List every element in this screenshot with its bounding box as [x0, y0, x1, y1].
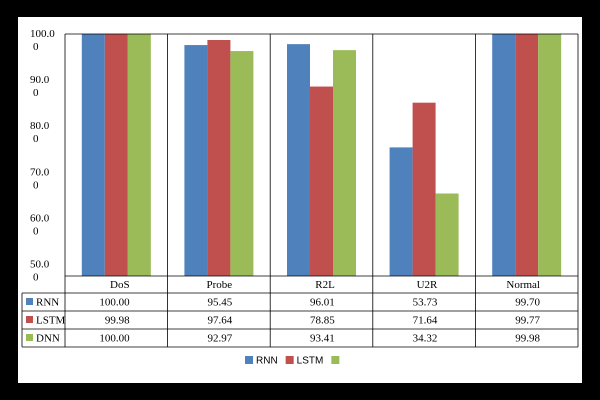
- table-cell: 78.85: [310, 315, 335, 327]
- table-cell: 92.97: [207, 333, 232, 345]
- table-row-label: RNN: [36, 297, 59, 309]
- table-cell: 71.64: [413, 315, 438, 327]
- table-cell: 99.98: [105, 315, 130, 327]
- bar: [184, 45, 208, 276]
- legend-key: [331, 356, 340, 364]
- table-cell: 100.00: [99, 297, 130, 309]
- bar: [287, 44, 310, 276]
- y-tick-label: 90.0 0: [30, 74, 50, 99]
- x-tick-label: DoS: [110, 279, 130, 291]
- bar: [515, 34, 539, 276]
- table-legend-key: [26, 298, 33, 305]
- bar: [538, 34, 562, 276]
- table-cell: 93.41: [310, 333, 335, 345]
- table-cell: 53.73: [413, 297, 438, 309]
- legend-key: [285, 356, 294, 364]
- bar: [207, 39, 231, 276]
- y-tick-label: 100.0 0: [30, 28, 55, 53]
- table-cell: 100.00: [99, 333, 130, 345]
- table-cell: 34.32: [413, 333, 438, 345]
- y-tick-label: 50.0 0: [30, 258, 50, 283]
- bar: [127, 34, 151, 276]
- bar: [333, 50, 356, 277]
- x-tick-label: R2L: [315, 279, 335, 291]
- table-row-label: DNN: [36, 333, 60, 345]
- table-cell: 96.01: [310, 297, 335, 309]
- bar: [310, 86, 333, 276]
- table-cell: 99.70: [515, 297, 540, 309]
- y-tick-label: 60.0 0: [30, 212, 50, 237]
- bar: [81, 34, 105, 276]
- x-tick-label: Probe: [207, 279, 233, 291]
- legend-label: RNN: [256, 356, 278, 367]
- y-tick-label: 70.0 0: [30, 166, 50, 191]
- x-tick-label: U2R: [417, 279, 438, 291]
- table-legend-key: [26, 316, 33, 323]
- x-tick-label: Normal: [506, 279, 540, 291]
- bar: [104, 34, 128, 276]
- bar: [492, 34, 516, 276]
- table-cell: 99.77: [515, 315, 540, 327]
- bar: [230, 51, 254, 276]
- bar: [389, 147, 413, 276]
- table-cell: 99.98: [515, 333, 540, 345]
- legend-key: [245, 356, 253, 364]
- table-row-label: LSTM: [36, 315, 66, 327]
- bar: [435, 193, 459, 276]
- bar: [412, 102, 436, 276]
- table-cell: 97.64: [207, 315, 232, 327]
- y-tick-label: 80.0 0: [30, 120, 50, 145]
- table-legend-key: [26, 334, 33, 341]
- legend-label: LSTM: [297, 356, 324, 367]
- table-cell: 95.45: [207, 297, 232, 309]
